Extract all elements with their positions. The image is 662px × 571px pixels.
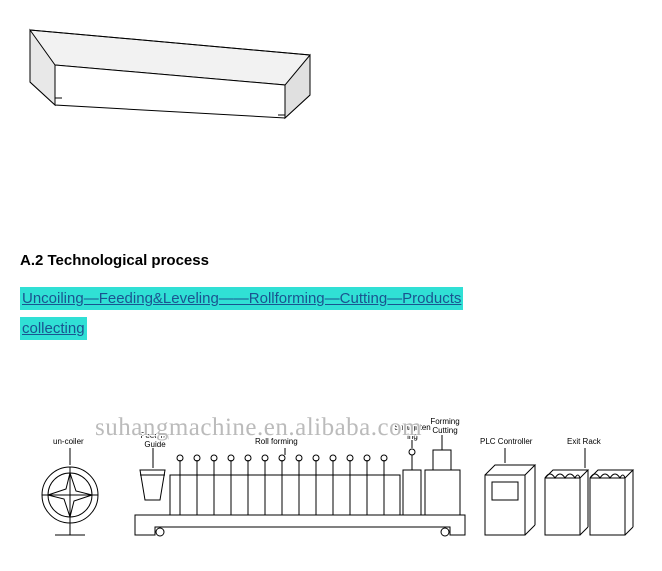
label-exit-rack: Exit Rack	[567, 438, 601, 447]
section-heading: A.2 Technological process	[20, 252, 209, 269]
process-line-1: Uncoiling—Feeding&Leveling——Rollforming—…	[20, 287, 463, 310]
label-uncoiler: un-coiler	[53, 438, 84, 447]
watermark-text: suhangmachine.en.alibaba.com	[95, 414, 422, 442]
process-text: Uncoiling—Feeding&Leveling——Rollforming—…	[20, 284, 463, 344]
product-profile-image	[20, 20, 330, 150]
label-plc-controller: PLC Controller	[480, 438, 532, 447]
label-forming-cutting: Forming Cutting	[425, 418, 465, 436]
process-line-2: collecting	[20, 317, 87, 340]
